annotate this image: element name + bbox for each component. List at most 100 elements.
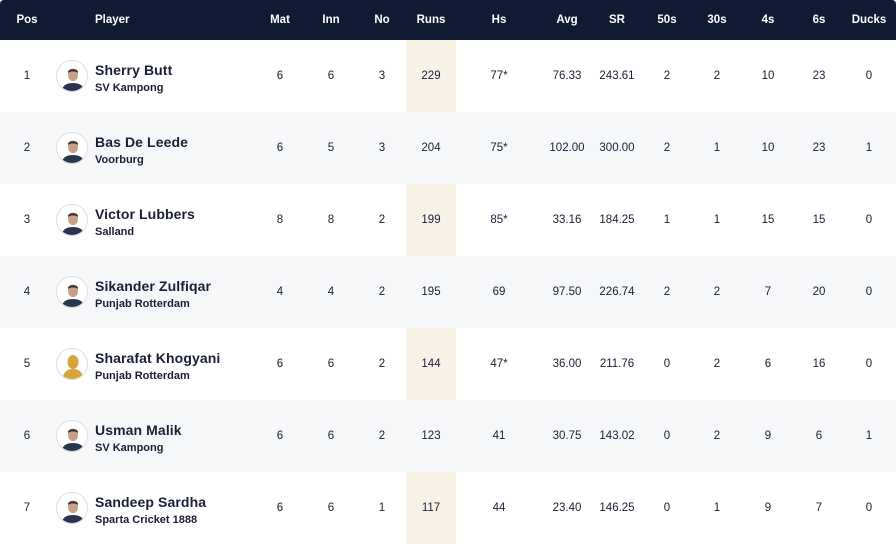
- cell-inn: 4: [327, 286, 335, 298]
- player-name-link[interactable]: Sandeep Sardha: [95, 494, 207, 510]
- header-pos[interactable]: Pos: [16, 14, 38, 26]
- player-name-link[interactable]: Sherry Butt: [95, 62, 173, 78]
- cell-fifties: 2: [663, 286, 671, 298]
- player-name-link[interactable]: Sharafat Khogyani: [95, 350, 221, 366]
- cell-fifties: 0: [663, 358, 671, 370]
- cell-pos: 6: [23, 430, 31, 442]
- cell-sixes: 23: [812, 70, 826, 82]
- player-name-link[interactable]: Usman Malik: [95, 422, 182, 438]
- avatar[interactable]: [56, 60, 88, 92]
- cell-avg: 33.16: [552, 214, 582, 226]
- player-team: Salland: [95, 226, 135, 238]
- header-hs[interactable]: Hs: [491, 14, 507, 26]
- cell-hs: 69: [492, 286, 506, 298]
- cell-pos: 2: [23, 142, 31, 154]
- cell-thirties: 2: [713, 430, 721, 442]
- cell-mat: 6: [276, 70, 284, 82]
- cell-pos: 1: [23, 70, 31, 82]
- cell-inn: 6: [327, 502, 335, 514]
- cell-fours: 15: [761, 214, 775, 226]
- header-mat[interactable]: Mat: [270, 14, 290, 26]
- cell-fours: 7: [764, 286, 772, 298]
- cell-no: 3: [378, 142, 386, 154]
- cell-mat: 6: [276, 142, 284, 154]
- cell-avg: 102.00: [549, 142, 585, 154]
- cell-runs: 123: [421, 430, 441, 442]
- cell-sixes: 15: [812, 214, 826, 226]
- cell-mat: 6: [276, 430, 284, 442]
- cell-fours: 10: [761, 70, 775, 82]
- cell-fifties: 1: [663, 214, 671, 226]
- header-sr[interactable]: SR: [609, 14, 625, 26]
- header-inn[interactable]: Inn: [322, 14, 340, 26]
- header-6s[interactable]: 6s: [812, 14, 826, 26]
- cell-ducks: 0: [865, 214, 873, 226]
- cell-no: 2: [378, 358, 386, 370]
- avatar[interactable]: [56, 132, 88, 164]
- table-row[interactable]: 1 6 6 3 229 77* 76.33 243.61 2 2 10 23 0 Sherry Butt S…: [0, 40, 896, 112]
- cell-hs: 85*: [490, 214, 508, 226]
- avatar[interactable]: [56, 204, 88, 236]
- player-team: SV Kampong: [95, 442, 164, 454]
- cell-thirties: 1: [713, 502, 721, 514]
- table-row[interactable]: 5 6 6 2 144 47* 36.00 211.76 0 2 6 16 0 Sharafat Khog…: [0, 328, 896, 400]
- table-row[interactable]: 7 6 6 1 117 44 23.40 146.25 0 1 9 7 0 Sandeep Sardha S…: [0, 472, 896, 544]
- cell-thirties: 2: [713, 70, 721, 82]
- cell-sixes: 6: [815, 430, 823, 442]
- cell-ducks: 0: [865, 286, 873, 298]
- cell-fifties: 2: [663, 142, 671, 154]
- table-row[interactable]: 6 6 6 2 123 41 30.75 143.02 0 2 9 6 1 Usman Malik SV K…: [0, 400, 896, 472]
- cell-fours: 6: [764, 358, 772, 370]
- cell-inn: 6: [327, 430, 335, 442]
- avatar[interactable]: [56, 276, 88, 308]
- table-row[interactable]: 4 4 4 2 195 69 97.50 226.74 2 2 7 20 0 Sikander Zulfi…: [0, 256, 896, 328]
- header-30s[interactable]: 30s: [707, 14, 727, 26]
- cell-avg: 30.75: [552, 430, 582, 442]
- cell-runs: 117: [421, 502, 441, 514]
- header-runs[interactable]: Runs: [416, 14, 446, 26]
- cell-mat: 4: [276, 286, 284, 298]
- cell-sr: 300.00: [599, 142, 635, 154]
- table-row[interactable]: 3 8 8 2 199 85* 33.16 184.25 1 1 15 15 0 Victor Lubbe…: [0, 184, 896, 256]
- cell-sr: 143.02: [599, 430, 635, 442]
- player-name-link[interactable]: Sikander Zulfiqar: [95, 278, 212, 294]
- table-header: Pos Player Mat Inn No Runs Hs Avg SR 50s…: [0, 0, 896, 40]
- cell-mat: 8: [276, 214, 284, 226]
- header-player[interactable]: Player: [95, 14, 130, 26]
- cell-no: 1: [378, 502, 386, 514]
- table-row[interactable]: 2 6 5 3 204 75* 102.00 300.00 2 1 10 23 1 Bas De Leed…: [0, 112, 896, 184]
- header-no[interactable]: No: [374, 14, 390, 26]
- cell-no: 3: [378, 70, 386, 82]
- cell-inn: 5: [327, 142, 335, 154]
- player-name-link[interactable]: Victor Lubbers: [95, 206, 195, 222]
- player-name-link[interactable]: Bas De Leede: [95, 134, 189, 150]
- cell-runs: 199: [421, 214, 441, 226]
- cell-sixes: 20: [812, 286, 826, 298]
- player-team: Punjab Rotterdam: [95, 298, 190, 310]
- cell-ducks: 1: [865, 142, 873, 154]
- cell-pos: 5: [23, 358, 31, 370]
- header-avg[interactable]: Avg: [556, 14, 578, 26]
- cell-thirties: 1: [713, 214, 721, 226]
- cell-runs: 195: [421, 286, 441, 298]
- player-team: SV Kampong: [95, 82, 164, 94]
- cell-runs: 229: [421, 70, 441, 82]
- header-ducks[interactable]: Ducks: [851, 14, 887, 26]
- avatar[interactable]: [56, 492, 88, 524]
- cell-hs: 75*: [490, 142, 508, 154]
- cell-sr: 146.25: [599, 502, 635, 514]
- cell-no: 2: [378, 286, 386, 298]
- avatar[interactable]: [56, 348, 88, 380]
- avatar[interactable]: [56, 420, 88, 452]
- cell-fifties: 0: [663, 430, 671, 442]
- cell-thirties: 2: [713, 358, 721, 370]
- cell-fours: 9: [764, 502, 772, 514]
- cell-thirties: 1: [713, 142, 721, 154]
- cell-hs: 77*: [490, 70, 508, 82]
- header-50s[interactable]: 50s: [657, 14, 677, 26]
- cell-mat: 6: [276, 502, 284, 514]
- header-4s[interactable]: 4s: [761, 14, 775, 26]
- cell-hs: 44: [492, 502, 506, 514]
- cell-pos: 4: [23, 286, 31, 298]
- cell-sixes: 16: [812, 358, 826, 370]
